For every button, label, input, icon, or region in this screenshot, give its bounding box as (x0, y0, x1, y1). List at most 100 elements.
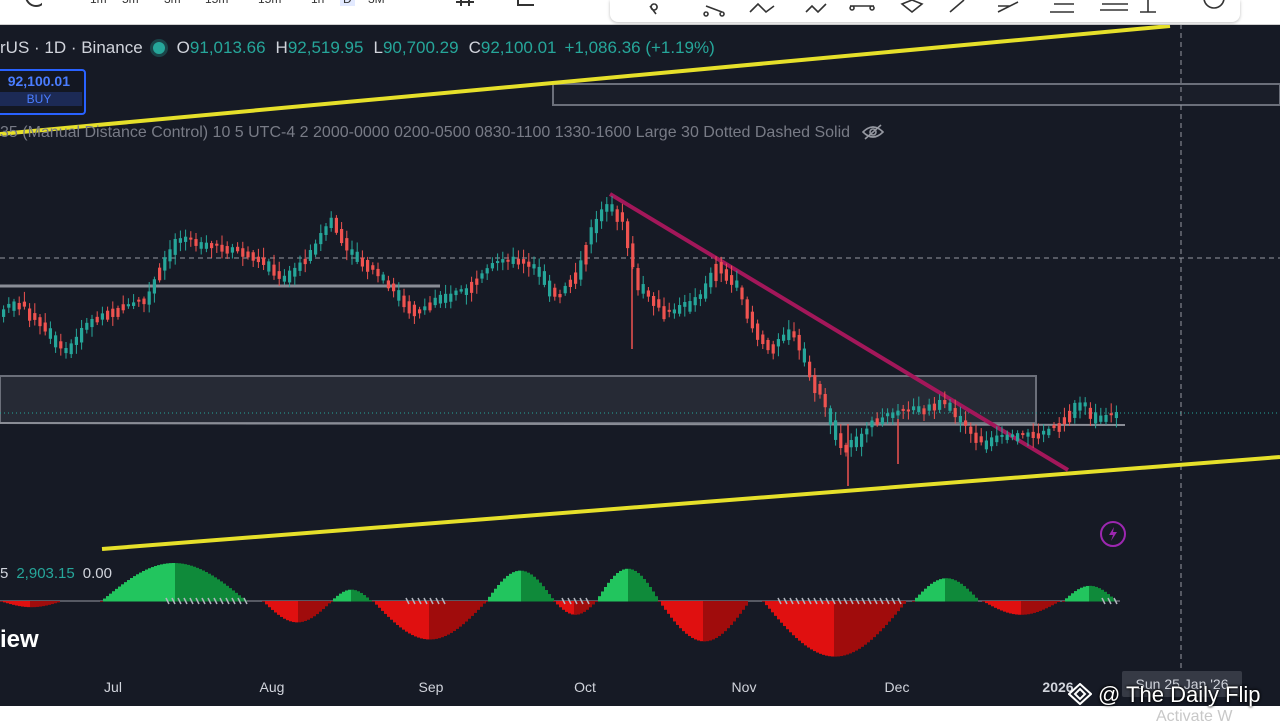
oscillator-bar (948, 578, 951, 602)
candle-body (875, 418, 879, 425)
oscillator-bar (625, 568, 628, 602)
timeframe-3m[interactable]: 3m (164, 0, 181, 6)
timeframe-15m[interactable]: 15m (205, 0, 228, 6)
oscillator-bar (870, 601, 873, 640)
lower-trendline[interactable] (101, 455, 1280, 551)
timeframe-1h[interactable]: 1h (311, 0, 324, 6)
candle-body (1104, 414, 1108, 422)
oscillator-bar (801, 601, 804, 644)
hide-eye-icon[interactable] (862, 124, 885, 140)
oscillator-bar (1110, 596, 1113, 602)
oscillator-bar (235, 592, 238, 602)
oscillator-bar (426, 601, 429, 640)
downtrend-line[interactable] (608, 192, 1070, 472)
candle-body (1088, 407, 1092, 419)
settings-icon[interactable] (24, 0, 42, 8)
candle-body (85, 322, 89, 330)
oscillator-marker (843, 597, 848, 605)
oscillator-marker (183, 597, 188, 605)
candle-body (646, 290, 650, 297)
oscillator-bar (384, 601, 387, 614)
change-value: +1,086.36 (+1.19%) (564, 38, 715, 57)
oscillator-bar (1048, 601, 1051, 607)
oscillator-bar (1092, 586, 1095, 602)
oscillator-bar (145, 569, 148, 602)
timeframe-1m[interactable]: 1m (90, 0, 107, 6)
oscillator-bar (559, 601, 562, 608)
upper-trendline[interactable] (0, 24, 1171, 136)
oscillator-bar (966, 588, 969, 602)
candle-body (709, 272, 713, 288)
timeframe-d[interactable]: D (340, 0, 355, 6)
oscillator-bar (631, 569, 634, 602)
price-chart[interactable] (0, 24, 1280, 706)
indicator-settings-row[interactable]: 35 (Manual Distance Control) 10 5 UTC-4 … (0, 124, 885, 142)
candle-body (423, 306, 427, 311)
x-axis-label-nov: Nov (731, 679, 757, 695)
oscillator-bar (861, 601, 864, 647)
oscillator-bar (375, 601, 378, 605)
oscillator-bar (607, 582, 610, 602)
x-axis-label-dec: Dec (884, 679, 910, 695)
timeframe-5m[interactable]: 5m (122, 0, 139, 6)
oscillator-bar (468, 601, 471, 619)
buy-button[interactable]: 92,100.01 BUY (0, 69, 86, 115)
candle-body (376, 268, 380, 277)
candle-body (563, 285, 567, 294)
candle-body (688, 301, 692, 312)
oscillator-bar (477, 601, 480, 610)
candles-type-icon[interactable] (456, 0, 474, 10)
candle-body (522, 259, 526, 264)
indicators-icon[interactable] (516, 0, 534, 10)
oscillator-bar (280, 601, 283, 617)
support-zone[interactable] (0, 375, 1037, 424)
drawing-tools-icons[interactable] (610, 0, 1240, 22)
oscillator-bar (124, 582, 127, 602)
chart-area[interactable] (0, 24, 1280, 706)
oscillator-bar (187, 564, 190, 602)
oscillator-bar (48, 601, 51, 605)
oscillator-bar (268, 601, 271, 608)
symbol-title[interactable]: rUS · 1D · Binance (0, 38, 143, 57)
oscillator-bar (459, 601, 462, 627)
oscillator-marker (897, 597, 902, 605)
candle-body (225, 246, 229, 254)
candle-body (236, 246, 240, 252)
candle-body (402, 295, 406, 308)
oscillator-bar (619, 570, 622, 602)
oscillator-bar (1036, 601, 1039, 612)
timeframe-3m-long[interactable]: 3M (368, 0, 385, 6)
oscillator-bar (521, 570, 524, 602)
oscillator-bar (900, 601, 903, 608)
oscillator-bar (1000, 601, 1003, 611)
resistance-zone[interactable] (552, 83, 1280, 106)
oscillator-bar (1012, 601, 1015, 615)
support-zone-bottom-line[interactable] (0, 422, 1126, 426)
candle-body (246, 251, 250, 258)
oscillator-bar (441, 601, 444, 638)
oscillator-bar (837, 601, 840, 657)
candle-body (137, 299, 141, 302)
oscillator-bar (960, 583, 963, 602)
lightning-icon[interactable] (1100, 521, 1126, 547)
candle-body (28, 308, 32, 321)
oscillator-bar (1033, 601, 1036, 613)
oscillator-marker (1107, 597, 1112, 605)
oscillator-bar (127, 580, 130, 602)
oscillator-bar (804, 601, 807, 646)
oscillator-bar (589, 601, 592, 608)
candle-body (267, 261, 271, 272)
candle-body (912, 406, 916, 411)
oscillator-bar (136, 574, 139, 602)
oscillator-bar (795, 601, 798, 639)
oscillator-bar (423, 601, 426, 640)
candle-body (17, 302, 21, 310)
timeframe-30m[interactable]: 15m (258, 0, 281, 6)
oscillator-marker (429, 597, 434, 605)
oscillator-bar (160, 564, 163, 602)
oscillator-bar (241, 597, 244, 602)
oscillator-name[interactable]: 5 (0, 565, 9, 582)
oscillator-bar (12, 601, 15, 605)
oscillator-bar (402, 601, 405, 630)
oscillator-marker (405, 597, 410, 605)
